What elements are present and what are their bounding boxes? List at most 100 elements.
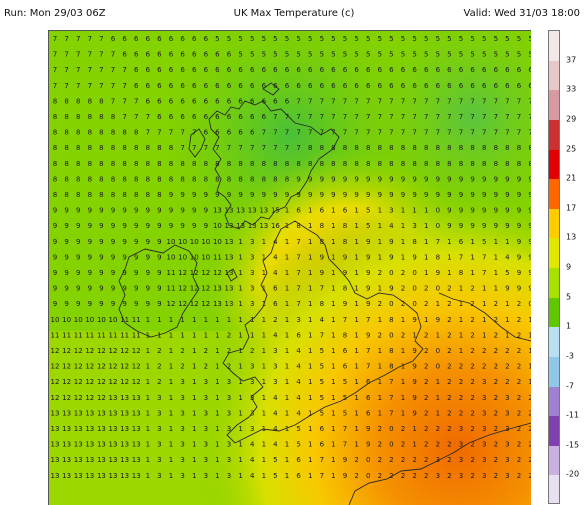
- grid-value: 1: [285, 456, 289, 464]
- grid-value: 9: [482, 175, 486, 183]
- grid-value: 9: [76, 207, 80, 215]
- grid-value: 5: [227, 35, 231, 43]
- grid-value: 9: [88, 207, 92, 215]
- grid-value: 8: [111, 113, 115, 121]
- grid-value: 8: [308, 160, 312, 168]
- grid-value: 5: [273, 472, 277, 480]
- grid-value: 2: [180, 347, 184, 355]
- grid-value: 9: [134, 238, 138, 246]
- grid-value: 6: [157, 113, 162, 121]
- grid-value: 8: [296, 160, 300, 168]
- grid-value: 6: [354, 66, 359, 74]
- grid-value: 12: [178, 285, 187, 293]
- grid-value: 6: [320, 82, 325, 90]
- grid-value: 2: [459, 409, 463, 417]
- grid-value: 13: [132, 472, 141, 480]
- grid-value: 7: [88, 51, 92, 59]
- grid-value: 8: [134, 144, 138, 152]
- grid-value: 9: [296, 175, 300, 183]
- ireland-coast: [118, 244, 200, 338]
- grid-value: 3: [180, 394, 184, 402]
- grid-value: 5: [424, 51, 428, 59]
- grid-value: 9: [366, 175, 370, 183]
- grid-value: 7: [343, 113, 347, 121]
- grid-value: 9: [76, 300, 80, 308]
- grid-value: 9: [366, 238, 370, 246]
- grid-value: 0: [389, 425, 393, 433]
- grid-value: 10: [213, 238, 222, 246]
- grid-value: 9: [401, 191, 405, 199]
- grid-value: 6: [215, 51, 220, 59]
- grid-value: 8: [459, 144, 463, 152]
- grid-value: 6: [505, 66, 510, 74]
- grid-value: 5: [436, 51, 440, 59]
- grid-value: 6: [227, 51, 232, 59]
- grid-value: 4: [250, 456, 255, 464]
- grid-value: 6: [459, 66, 464, 74]
- grid-value: 13: [51, 425, 60, 433]
- grid-value: 7: [354, 113, 358, 121]
- grid-value: 6: [215, 66, 220, 74]
- grid-value: 7: [99, 51, 103, 59]
- grid-value: 7: [64, 35, 68, 43]
- grid-value: 9: [517, 285, 521, 293]
- grid-value: 1: [354, 269, 358, 277]
- grid-value: 7: [366, 316, 370, 324]
- grid-value: 9: [192, 191, 196, 199]
- grid-value: 13: [62, 425, 71, 433]
- grid-value: 7: [53, 82, 57, 90]
- grid-value: 2: [447, 472, 451, 480]
- grid-value: 1: [262, 363, 266, 371]
- grid-value: 5: [470, 35, 474, 43]
- grid-value: 7: [378, 129, 382, 137]
- grid-value: 3: [157, 409, 161, 417]
- grid-value: 9: [99, 222, 103, 230]
- grid-value: 1: [285, 363, 289, 371]
- grid-value: 6: [122, 35, 127, 43]
- grid-value: 11: [132, 331, 141, 339]
- grid-value: 5: [262, 51, 266, 59]
- grid-value: 1: [354, 222, 358, 230]
- grid-value: 5: [308, 35, 312, 43]
- scotland-coast: [208, 100, 340, 230]
- grid-value: 4: [389, 222, 394, 230]
- grid-value: 9: [64, 300, 68, 308]
- grid-value: 1: [192, 456, 196, 464]
- grid-value: 7: [88, 35, 92, 43]
- grid-value: 1: [146, 378, 150, 386]
- grid-value: 1: [354, 394, 358, 402]
- grid-value: 13: [248, 222, 257, 230]
- grid-value: 6: [296, 207, 301, 215]
- grid-value: 6: [331, 66, 336, 74]
- grid-value: 3: [459, 441, 463, 449]
- grid-value: 8: [53, 113, 57, 121]
- grid-value: 1: [215, 456, 219, 464]
- grid-value: 7: [320, 129, 324, 137]
- grid-value: 13: [132, 425, 141, 433]
- grid-value: 3: [505, 409, 509, 417]
- grid-value: 5: [215, 35, 219, 43]
- grid-value: 3: [482, 378, 486, 386]
- grid-value: 13: [97, 425, 106, 433]
- grid-value: 5: [343, 394, 347, 402]
- grid-value: 1: [378, 378, 382, 386]
- grid-value: 7: [88, 82, 92, 90]
- grid-value: 1: [169, 394, 173, 402]
- grid-value: 1: [262, 394, 266, 402]
- grid-value: 7: [378, 97, 382, 105]
- grid-value: 8: [76, 144, 80, 152]
- grid-value: 2: [528, 472, 531, 480]
- grid-value: 8: [238, 175, 242, 183]
- grid-value: 2: [204, 347, 208, 355]
- grid-value: 1: [192, 316, 196, 324]
- grid-value: 2: [517, 472, 521, 480]
- grid-value: 8: [343, 144, 347, 152]
- grid-value: 12: [213, 269, 222, 277]
- grid-value: 1: [436, 331, 440, 339]
- grid-value: 7: [296, 97, 300, 105]
- grid-value: 6: [505, 82, 510, 90]
- grid-value: 9: [122, 207, 126, 215]
- grid-value: 1: [424, 207, 428, 215]
- grid-value: 8: [470, 160, 474, 168]
- grid-value: 8: [401, 160, 405, 168]
